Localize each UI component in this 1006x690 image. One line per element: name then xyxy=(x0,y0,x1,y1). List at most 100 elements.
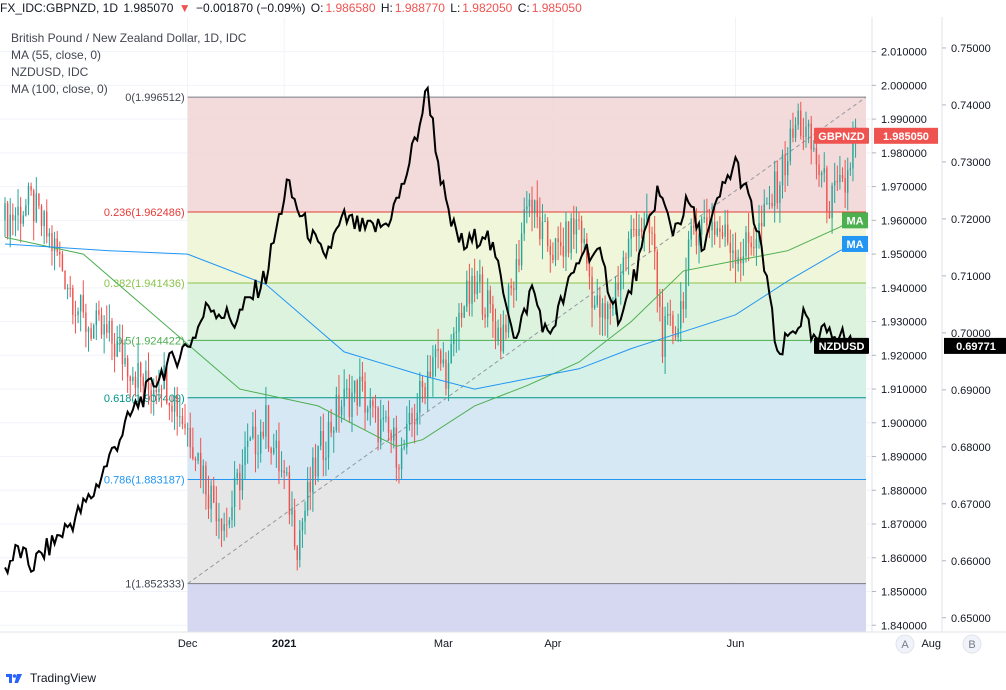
open-value: 1.986580 xyxy=(325,1,376,15)
ma-tag-text: MA xyxy=(846,239,863,251)
candle-body xyxy=(471,275,473,304)
candle-body xyxy=(351,392,353,417)
price-chart[interactable]: 0(1.996512) 0.236(1.962486) 0.382(1.941436… xyxy=(0,17,1006,666)
candle-body xyxy=(348,388,351,417)
last-price: 1.985070 xyxy=(123,1,174,15)
candle-body xyxy=(77,311,79,316)
candle-body xyxy=(693,225,695,228)
ma100-line xyxy=(4,243,856,390)
candle-body xyxy=(810,123,812,150)
candle-body xyxy=(226,524,228,526)
candle-body xyxy=(74,314,77,316)
candle-body xyxy=(578,219,580,221)
symbol-name[interactable]: FX_IDC:GBPNZD, 1D xyxy=(0,1,119,15)
candle-body xyxy=(192,447,194,459)
candle-body xyxy=(210,485,212,509)
legend-nzdusd[interactable]: NZDUSD, IDC xyxy=(11,65,89,79)
candle-body xyxy=(270,448,272,454)
candle-body xyxy=(166,365,168,403)
candle-body xyxy=(510,285,512,289)
fib-level-label: 0.236(1.962486) xyxy=(104,207,185,219)
candle-body xyxy=(779,185,781,204)
candle-body xyxy=(836,180,839,183)
brand-name[interactable]: TradingView xyxy=(30,671,97,685)
candle-body xyxy=(139,362,142,377)
candle-body xyxy=(507,285,510,333)
candle-body xyxy=(580,220,583,243)
candle-body xyxy=(633,228,635,230)
candle-body xyxy=(338,394,340,416)
candle-body xyxy=(518,259,520,266)
candle-body xyxy=(841,174,844,179)
candle-body xyxy=(382,417,385,420)
candle-body xyxy=(390,432,392,441)
candle-body xyxy=(609,303,612,309)
candle-body xyxy=(293,509,296,547)
close-label: C: xyxy=(517,1,530,15)
candle-body xyxy=(458,312,460,332)
candle-body xyxy=(296,546,298,560)
candle-body xyxy=(103,324,105,335)
candle-body xyxy=(440,350,442,364)
legend-ma55[interactable]: MA (55, close, 0) xyxy=(11,48,102,62)
candle-body xyxy=(239,472,241,491)
fib-zone xyxy=(187,340,867,398)
price-tick-label: 1.930000 xyxy=(881,317,927,329)
candle-body xyxy=(659,295,661,307)
candle-body xyxy=(552,254,554,261)
candle-body xyxy=(768,202,771,204)
candle-body xyxy=(218,518,220,522)
axis-mode-button[interactable] xyxy=(895,634,915,654)
candle-body xyxy=(335,394,338,431)
candle-body xyxy=(325,457,327,460)
candle-body xyxy=(651,232,653,234)
candle-body xyxy=(544,220,546,222)
price-tick-label: 1.960000 xyxy=(881,215,927,227)
candle-body xyxy=(606,303,609,320)
candle-body xyxy=(468,280,471,304)
axis-mode-button[interactable] xyxy=(962,634,982,654)
candle-body xyxy=(437,348,439,351)
series-price-tag xyxy=(944,337,1006,354)
axis-mode-button-label: A xyxy=(901,639,909,651)
candle-body xyxy=(620,274,622,291)
candle-body xyxy=(333,430,335,433)
down-arrow-icon: ▼ xyxy=(178,1,191,15)
candle-body xyxy=(541,221,544,240)
candle-body xyxy=(674,333,677,338)
candle-body xyxy=(463,306,465,318)
candle-body xyxy=(132,376,134,382)
price-tick-label: 2.000000 xyxy=(881,80,927,92)
candle-body xyxy=(567,221,570,253)
time-tick-label: 2021 xyxy=(272,638,296,650)
candle-body xyxy=(818,164,820,176)
candle-body xyxy=(755,239,758,248)
price-change: −0.001870 (−0.09%) xyxy=(196,1,306,15)
candle-body xyxy=(137,362,139,388)
series-price-text: 0.69771 xyxy=(956,341,996,353)
candle-body xyxy=(343,388,345,407)
candle-body xyxy=(640,229,643,233)
price-tick-label: 1.910000 xyxy=(881,384,927,396)
candle-body xyxy=(366,408,369,413)
candle-body xyxy=(9,214,11,237)
legend-symbol[interactable]: British Pound / New Zealand Dollar, 1D, … xyxy=(11,31,247,45)
candle-body xyxy=(653,233,656,252)
candle-body xyxy=(231,507,233,521)
candle-body xyxy=(661,306,664,357)
price-tick-label: 0.72000 xyxy=(951,214,991,226)
axis-mode-button-label: B xyxy=(968,639,975,651)
candle-body xyxy=(288,472,291,515)
price-tick-label: 0.70000 xyxy=(951,328,991,340)
candle-body xyxy=(79,295,82,312)
candle-body xyxy=(776,171,779,204)
candle-body xyxy=(46,211,48,237)
candle-body xyxy=(792,128,794,138)
legend-ma100[interactable]: MA (100, close, 0) xyxy=(11,82,108,96)
open-label: O: xyxy=(310,1,324,15)
candle-body xyxy=(395,427,398,468)
price-tick-label: 1.940000 xyxy=(881,283,927,295)
candle-body xyxy=(766,203,768,205)
candle-body xyxy=(385,416,387,418)
candle-body xyxy=(197,452,199,461)
